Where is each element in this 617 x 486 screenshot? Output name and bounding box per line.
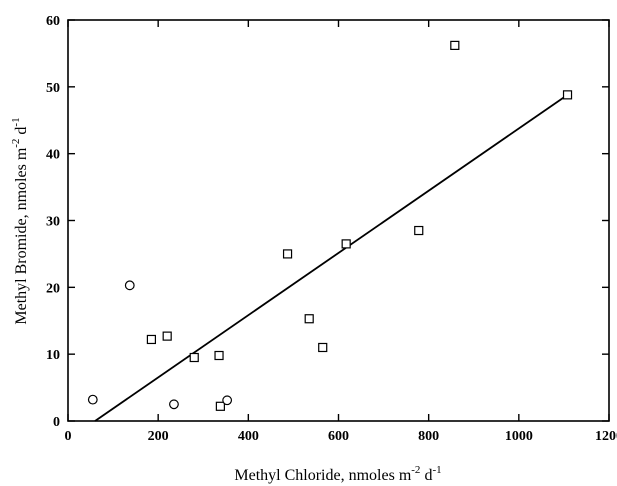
data-point-square (189, 352, 199, 363)
data-point-square (146, 334, 157, 345)
plot-frame (67, 19, 610, 422)
x-axis-title: Methyl Chloride, nmoles m-2 d-1 (234, 464, 441, 484)
y-tick-label: 40 (46, 148, 60, 163)
data-point-square (318, 342, 328, 353)
regression-line (94, 94, 569, 422)
data-point-square (562, 90, 573, 100)
x-tick-label: 1000 (505, 429, 533, 444)
data-point-circle (169, 399, 179, 410)
y-tick-label: 20 (46, 281, 60, 296)
y-axis-title: Methyl Bromide, nmoles m-2 d-1 (10, 117, 30, 324)
data-point-square (214, 350, 224, 361)
y-tick-label: 60 (46, 14, 60, 29)
data-point-square (341, 239, 351, 249)
data-point-square (162, 331, 172, 341)
x-tick-label: 400 (238, 429, 259, 444)
data-point-circle (222, 395, 233, 406)
x-tick-label: 800 (418, 429, 439, 444)
y-tick-label: 0 (53, 415, 60, 430)
data-point-square (450, 40, 460, 50)
data-point-square (282, 249, 293, 259)
data-point-square (304, 314, 314, 324)
x-tick-label: 200 (148, 429, 169, 444)
x-tick-label: 600 (328, 429, 349, 444)
data-point-square (215, 401, 225, 411)
data-point-square (414, 225, 424, 236)
x-tick-label: 0 (65, 429, 72, 444)
data-point-circle (87, 394, 98, 405)
y-tick-label: 30 (46, 215, 60, 230)
data-point-circle (124, 280, 135, 291)
y-tick-label: 50 (46, 81, 60, 96)
y-tick-label: 10 (46, 348, 60, 363)
